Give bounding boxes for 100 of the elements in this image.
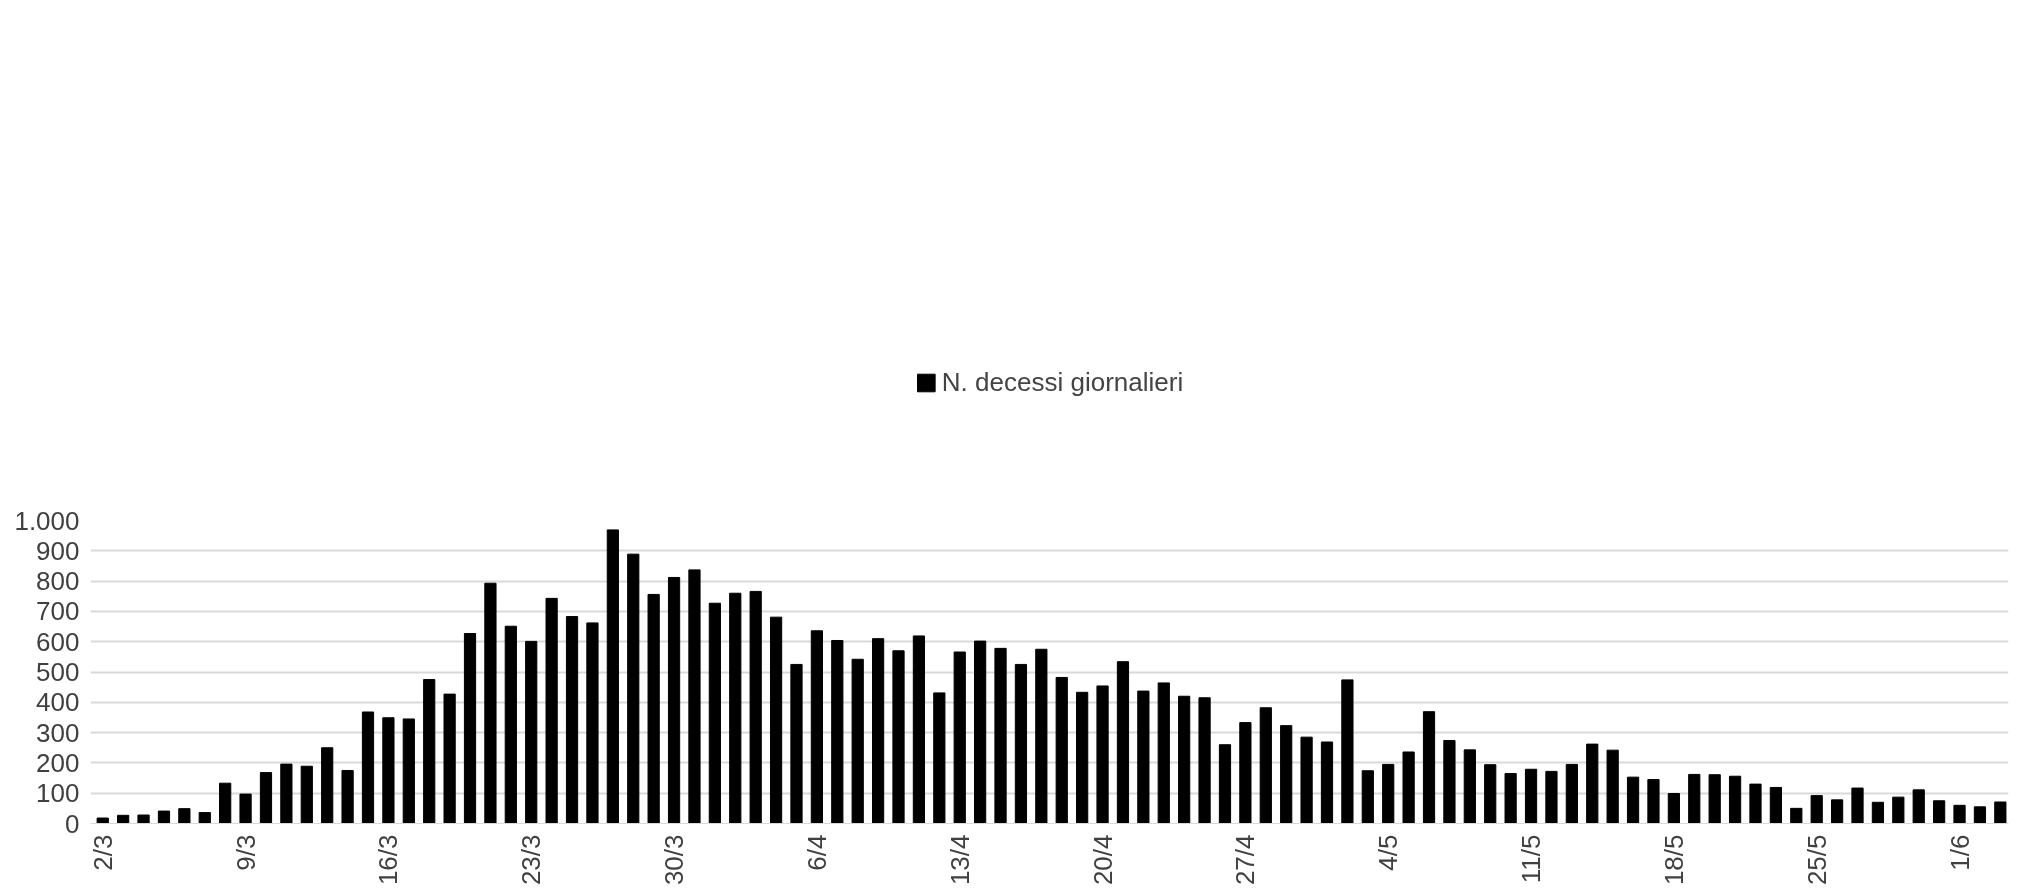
bar bbox=[1076, 691, 1089, 824]
bar bbox=[1933, 800, 1946, 824]
bar bbox=[1198, 697, 1211, 824]
bar bbox=[1688, 773, 1701, 824]
bar bbox=[219, 782, 232, 824]
bar bbox=[443, 693, 456, 824]
bar bbox=[1178, 695, 1191, 824]
bar bbox=[117, 814, 130, 824]
bar bbox=[1973, 806, 1987, 824]
bar bbox=[933, 692, 946, 824]
y-tick-label: 300 bbox=[36, 717, 80, 748]
bar bbox=[545, 597, 558, 824]
bar bbox=[1586, 743, 1599, 824]
bar bbox=[423, 679, 436, 824]
y-tick-label: 0 bbox=[65, 808, 80, 839]
y-tick-label: 600 bbox=[36, 626, 80, 657]
bar bbox=[341, 769, 354, 824]
x-tick-label: 1/6 bbox=[1944, 834, 1975, 871]
bar bbox=[953, 651, 966, 824]
bar bbox=[259, 772, 273, 824]
bar bbox=[1096, 685, 1109, 824]
bar bbox=[1218, 744, 1232, 824]
bar bbox=[1667, 793, 1680, 824]
bar bbox=[1524, 768, 1538, 824]
bar bbox=[912, 635, 926, 824]
bar bbox=[1830, 799, 1844, 824]
x-tick-label: 25/5 bbox=[1801, 834, 1832, 886]
x-tick-label: 30/3 bbox=[659, 834, 690, 886]
y-tick-label: 400 bbox=[36, 687, 80, 718]
bar bbox=[1239, 722, 1252, 824]
bar bbox=[586, 622, 599, 824]
bar bbox=[1994, 801, 2007, 824]
bar bbox=[769, 616, 783, 824]
bar bbox=[708, 602, 721, 824]
bar bbox=[1606, 749, 1619, 824]
bar bbox=[1137, 690, 1150, 824]
y-tick-label: 1.000 bbox=[14, 505, 80, 536]
bar bbox=[851, 658, 864, 824]
y-tick-label: 500 bbox=[36, 657, 80, 687]
bar bbox=[1851, 787, 1864, 824]
bar bbox=[1402, 751, 1415, 824]
y-tick-label: 700 bbox=[36, 596, 80, 627]
bar bbox=[1565, 763, 1578, 824]
bar bbox=[1892, 796, 1905, 824]
bar bbox=[606, 529, 619, 824]
bar bbox=[1728, 775, 1742, 824]
bar bbox=[1157, 682, 1170, 824]
bar bbox=[1280, 725, 1293, 824]
bar bbox=[1545, 770, 1558, 824]
bar bbox=[749, 590, 762, 824]
x-tick-label: 9/3 bbox=[230, 834, 261, 871]
y-tick-label: 800 bbox=[36, 566, 80, 597]
bar bbox=[647, 593, 660, 824]
bar bbox=[1484, 764, 1497, 824]
bar bbox=[525, 640, 538, 824]
bar bbox=[96, 817, 109, 824]
bar bbox=[871, 638, 885, 824]
bar bbox=[810, 630, 823, 824]
bar bbox=[667, 576, 681, 824]
bar bbox=[1912, 789, 1925, 824]
bar bbox=[361, 711, 375, 824]
bar bbox=[504, 625, 517, 824]
x-tick-label: 16/3 bbox=[373, 834, 404, 886]
bar bbox=[1810, 795, 1823, 824]
bar bbox=[1769, 786, 1782, 824]
bar bbox=[300, 765, 313, 824]
bar bbox=[1626, 776, 1640, 824]
bar bbox=[1382, 763, 1395, 824]
bar bbox=[1871, 801, 1885, 824]
bar bbox=[382, 717, 395, 824]
bar bbox=[321, 747, 334, 824]
legend-label: N. decessi giornalieri bbox=[941, 366, 1184, 398]
bar bbox=[178, 808, 191, 824]
bar bbox=[1647, 779, 1660, 824]
x-tick-label: 20/4 bbox=[1087, 834, 1118, 886]
x-tick-label: 18/5 bbox=[1658, 834, 1689, 886]
x-tick-label: 27/4 bbox=[1230, 834, 1261, 886]
bar bbox=[688, 569, 701, 824]
bar bbox=[565, 616, 579, 824]
bar bbox=[1055, 676, 1068, 824]
bar bbox=[974, 640, 987, 824]
bar bbox=[1116, 661, 1130, 824]
x-tick-label: 13/4 bbox=[944, 834, 975, 886]
bar bbox=[790, 663, 803, 824]
bar bbox=[831, 639, 844, 824]
y-tick-label: 100 bbox=[36, 778, 80, 809]
bar bbox=[239, 793, 252, 824]
bar bbox=[1443, 739, 1456, 824]
bar bbox=[1790, 807, 1803, 824]
bar bbox=[137, 814, 150, 824]
bar bbox=[1014, 663, 1028, 824]
bar bbox=[892, 650, 905, 824]
bar bbox=[280, 763, 293, 824]
bar bbox=[1035, 648, 1048, 824]
y-tick-label: 200 bbox=[36, 747, 80, 778]
bar bbox=[1361, 770, 1374, 824]
x-tick-label: 23/3 bbox=[516, 834, 547, 886]
bar bbox=[1300, 736, 1313, 824]
bar bbox=[1422, 711, 1436, 824]
bar bbox=[1320, 741, 1334, 824]
